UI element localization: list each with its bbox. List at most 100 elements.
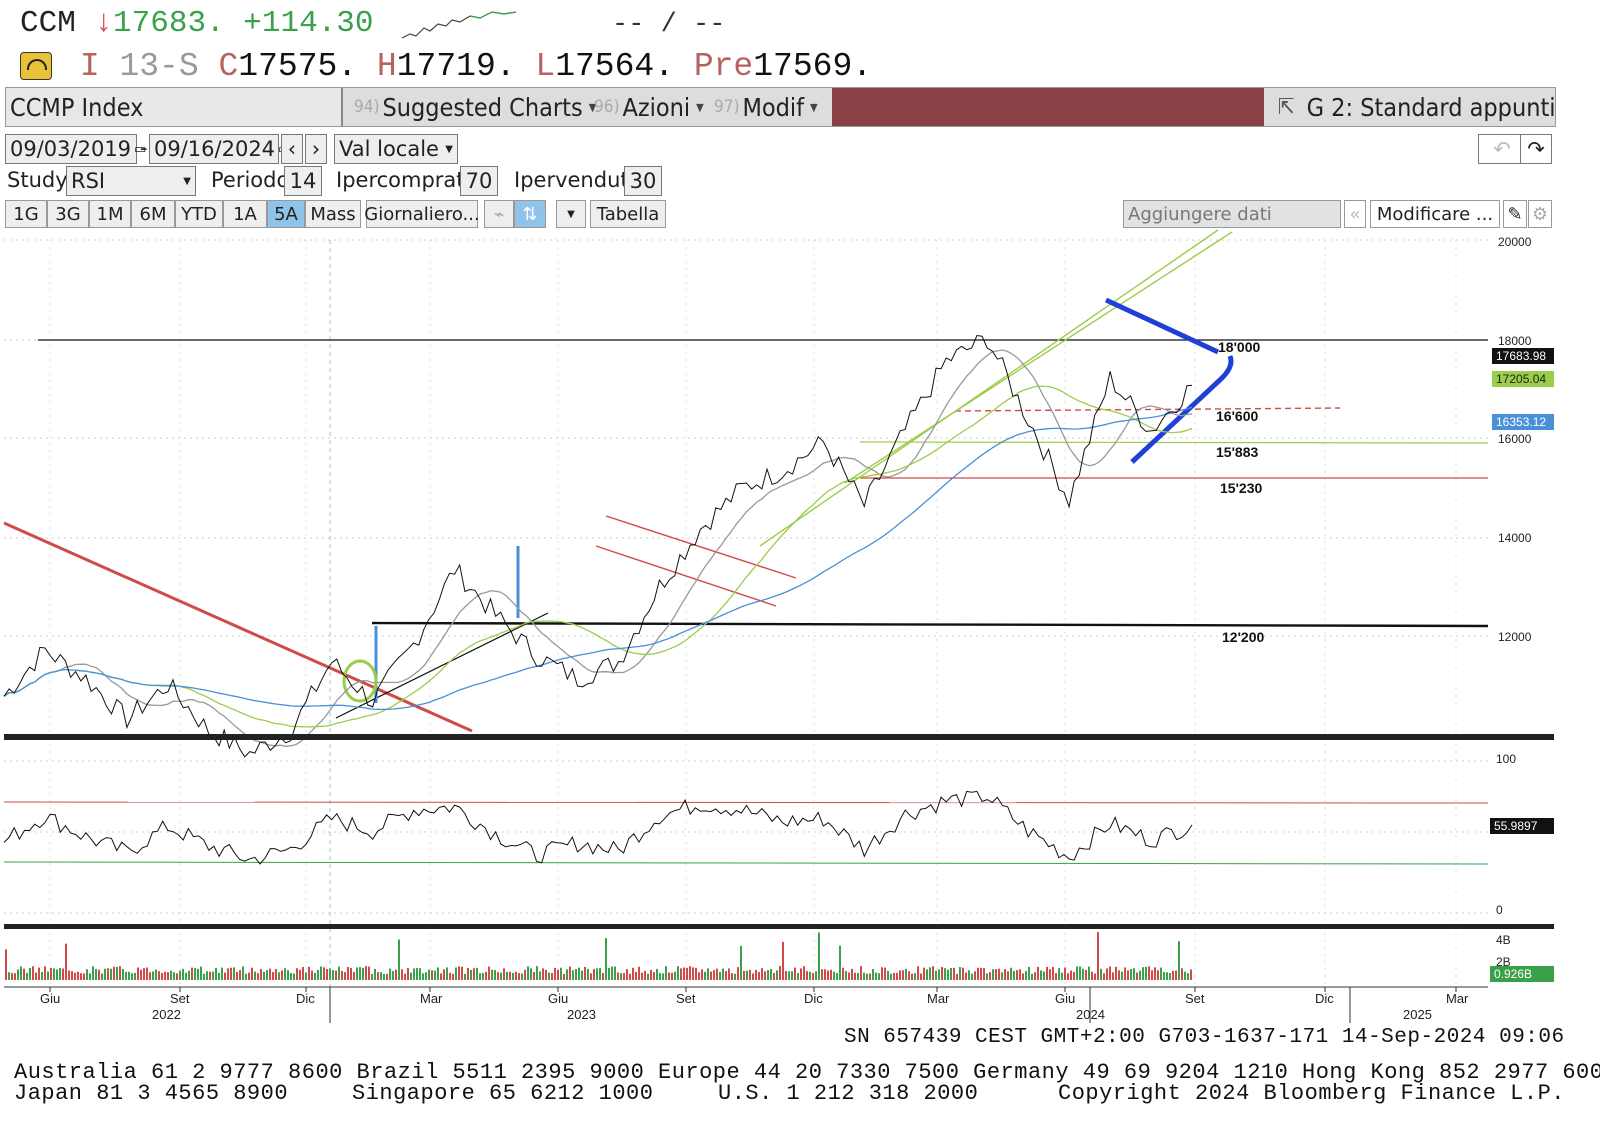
volume-bar (263, 971, 265, 980)
volume-bars (5, 932, 1192, 980)
analysis-drawings (3, 229, 1489, 733)
volume-bar (182, 968, 184, 980)
volume-bar (224, 972, 226, 980)
range-button-5a[interactable]: 5A (267, 200, 305, 228)
volume-bar (446, 967, 448, 980)
volume-bar (107, 968, 109, 980)
volume-bar (401, 969, 403, 980)
volume-bar (755, 969, 757, 980)
volume-bar (1175, 970, 1177, 980)
dropdown-icon: ▼ (810, 100, 818, 114)
prev-period-button[interactable]: ‹ (281, 134, 303, 164)
overbought-label: Ipercomprato (336, 168, 478, 192)
oversold-field[interactable]: 30 (624, 166, 662, 196)
volume-bar (689, 966, 691, 980)
volume-bar (1109, 966, 1111, 980)
volume-bar (440, 973, 442, 980)
settings-button[interactable]: ⚙ (1528, 200, 1552, 228)
volume-tick: 4B (1496, 933, 1511, 947)
volume-bar (971, 973, 973, 980)
volume-bar (1100, 968, 1102, 980)
volume-bar (608, 968, 610, 980)
x-tick-month: Giu (548, 991, 568, 1006)
volume-bar (713, 970, 715, 980)
x-tick-month: Set (170, 991, 190, 1006)
volume-bar (1061, 972, 1063, 980)
volume-bar (857, 973, 859, 980)
edit-button[interactable]: Modificare ... (1370, 200, 1500, 228)
range-button-1g[interactable]: 1G (5, 200, 47, 228)
volume-bar (431, 970, 433, 980)
tool-dropdown[interactable]: ▼ (556, 200, 586, 228)
volume-bar (56, 969, 58, 980)
suggested-charts-menu[interactable]: 94) Suggested Charts ▼ (354, 88, 596, 126)
volume-bar (296, 968, 298, 980)
volume-bar (410, 972, 412, 980)
volume-bar (677, 966, 679, 980)
period-field[interactable]: 14 (284, 166, 322, 196)
volume-bar (1004, 969, 1006, 980)
range-button-1m[interactable]: 1M (89, 200, 131, 228)
range-button-6m[interactable]: 6M (131, 200, 175, 228)
volume-bar (959, 967, 961, 980)
actions-menu[interactable]: 96) Azioni ▼ (594, 88, 704, 126)
volume-bar (836, 973, 838, 980)
edit-chart-button[interactable]: ✎ (1503, 200, 1527, 228)
security-field[interactable]: CCMP Index (6, 88, 343, 126)
draw-tool-button[interactable]: ⌁ (484, 200, 514, 228)
add-data-field[interactable]: Aggiungere dati (1123, 200, 1341, 228)
volume-bar (461, 966, 463, 980)
dropdown-icon: ▼ (588, 100, 597, 114)
volume-bar (743, 970, 745, 980)
volume-bar (356, 967, 358, 980)
volume-bar (314, 972, 316, 980)
volume-bar (398, 939, 400, 980)
table-button[interactable]: Tabella (590, 200, 666, 228)
date-to-field[interactable]: 09/16/2024▭ (149, 134, 290, 164)
volume-bar (560, 967, 562, 980)
range-button-ytd[interactable]: YTD (175, 200, 223, 228)
range-button-mass[interactable]: Mass (305, 200, 361, 228)
volume-bar (605, 938, 607, 980)
volume-bar (1112, 972, 1114, 980)
study-label: Study (7, 168, 68, 192)
volume-bar (278, 972, 280, 980)
edit-menu[interactable]: 97) Modif ▼ (714, 88, 818, 126)
arrow-tool-button[interactable]: ⇅ (514, 200, 546, 228)
layout-selector[interactable]: ⇱ G 2: Standard appunti (1278, 88, 1556, 126)
volume-bar (230, 967, 232, 980)
volume-bar (596, 968, 598, 980)
ticker[interactable]: CCM (20, 6, 76, 41)
volume-bar (1085, 969, 1087, 980)
volume-bar (1160, 967, 1162, 980)
volume-bar (554, 967, 556, 980)
volume-bar (995, 969, 997, 980)
study-select[interactable]: RSI ▼ (66, 166, 196, 196)
volume-bar (1142, 967, 1144, 980)
volume-bar (212, 971, 214, 980)
gauge-icon[interactable] (20, 52, 52, 81)
collapse-button[interactable]: « (1344, 200, 1366, 228)
undo-button[interactable]: ↶ (1478, 134, 1526, 164)
moving-average-line (3, 349, 1193, 747)
range-button-1a[interactable]: 1A (223, 200, 267, 228)
redo-button[interactable]: ↷ (1520, 134, 1552, 164)
rsi-tick: 0 (1496, 903, 1503, 917)
volume-bar (860, 966, 862, 980)
rsi-series (3, 790, 1193, 865)
volume-bar (416, 968, 418, 980)
volume-bar (776, 970, 778, 980)
volume-bar (149, 972, 151, 980)
frequency-select[interactable]: Giornaliero... (364, 200, 480, 228)
volume-bar (305, 972, 307, 980)
currency-select[interactable]: Val locale ▼ (334, 134, 458, 164)
price-chart[interactable]: 18'000 16'600 15'883 15'230 12'200 20000… (0, 228, 1600, 1028)
volume-bar (353, 971, 355, 980)
volume-bar (1070, 970, 1072, 980)
calendar-icon[interactable]: ▭ (134, 141, 147, 157)
status-label: I (79, 48, 100, 85)
range-button-3g[interactable]: 3G (47, 200, 89, 228)
date-from-field[interactable]: 09/03/2019 ▭ (5, 134, 146, 164)
overbought-field[interactable]: 70 (460, 166, 498, 196)
next-period-button[interactable]: › (305, 134, 327, 164)
